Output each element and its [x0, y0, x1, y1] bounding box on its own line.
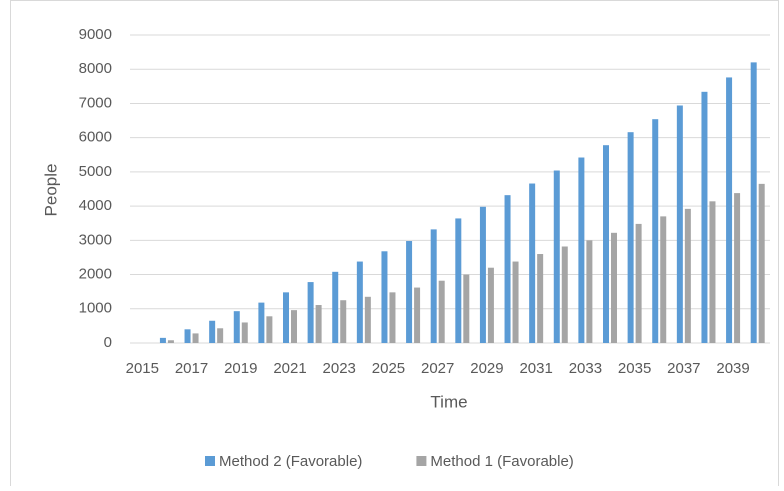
bar	[635, 223, 642, 343]
y-axis-label: People	[41, 164, 60, 217]
bar	[406, 241, 413, 343]
bar	[758, 183, 765, 343]
x-axis-label: Time	[430, 392, 467, 411]
y-tick-label: 5000	[79, 163, 112, 180]
bar	[356, 261, 363, 343]
bar	[537, 254, 544, 343]
bar	[258, 302, 265, 343]
x-tick-label: 2027	[421, 360, 454, 377]
y-tick-label: 3000	[79, 231, 112, 248]
bar	[504, 195, 511, 343]
bar	[561, 246, 568, 343]
bar	[159, 337, 166, 343]
bar	[701, 91, 708, 343]
y-tick-label: 2000	[79, 266, 112, 283]
bar	[660, 216, 667, 343]
bar	[217, 328, 224, 343]
bar	[487, 267, 494, 343]
bar	[750, 62, 757, 343]
x-tick-label: 2019	[224, 360, 257, 377]
y-tick-label: 9000	[79, 26, 112, 43]
bar	[192, 333, 199, 343]
bar	[307, 282, 314, 343]
bar	[414, 287, 421, 343]
bar	[184, 329, 191, 343]
bar	[340, 300, 347, 343]
bar	[291, 310, 297, 343]
x-tick-label: 2025	[372, 360, 405, 377]
bar	[430, 229, 437, 343]
legend-swatch	[205, 456, 215, 466]
y-tick-label: 0	[104, 334, 112, 351]
bar	[684, 208, 691, 343]
bar	[389, 292, 396, 343]
bar	[438, 280, 445, 343]
y-tick-label: 6000	[79, 129, 112, 146]
legend-label: Method 1 (Favorable)	[430, 453, 573, 470]
bar	[315, 305, 322, 343]
y-tick-label: 8000	[79, 60, 112, 77]
bar	[167, 340, 174, 343]
legend-label: Method 2 (Favorable)	[219, 453, 362, 470]
bar	[652, 119, 659, 343]
x-tick-label: 2033	[569, 360, 602, 377]
x-tick-label: 2039	[716, 360, 749, 377]
bar	[611, 232, 617, 343]
x-tick-label: 2015	[126, 360, 159, 377]
bar	[209, 320, 216, 343]
bar	[381, 251, 388, 343]
bar	[479, 206, 486, 343]
y-tick-label: 4000	[79, 197, 112, 214]
legend-swatch	[416, 456, 427, 466]
x-tick-label: 2037	[667, 360, 700, 377]
bar	[463, 274, 470, 343]
bar	[709, 201, 716, 343]
bar	[233, 311, 240, 343]
bar	[241, 322, 248, 343]
bar	[364, 296, 371, 343]
x-tick-label: 2023	[323, 360, 356, 377]
x-tick-label: 2031	[519, 360, 552, 377]
x-tick-label: 2021	[273, 360, 306, 377]
bar	[266, 316, 273, 343]
y-tick-label: 7000	[79, 94, 112, 111]
bar	[676, 105, 683, 344]
bar	[512, 261, 519, 343]
bar	[455, 218, 462, 343]
x-tick-label: 2035	[618, 360, 651, 377]
y-tick-label: 1000	[79, 300, 112, 317]
x-tick-label: 2029	[470, 360, 503, 377]
bar	[586, 240, 593, 343]
bar	[283, 292, 289, 343]
x-tick-label: 2017	[175, 360, 208, 377]
bar	[627, 132, 634, 343]
bar	[726, 77, 733, 344]
bar	[553, 170, 560, 343]
bar	[578, 157, 585, 343]
bar	[332, 271, 339, 343]
bar	[734, 193, 741, 343]
bar	[603, 145, 609, 343]
bar	[529, 183, 536, 343]
